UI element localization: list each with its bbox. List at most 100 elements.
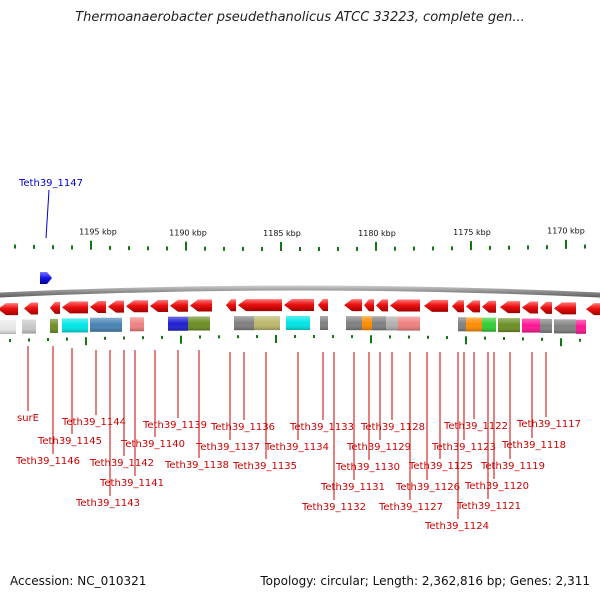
reverse-gene-arrow[interactable] [364, 299, 374, 312]
cog-box-shade [62, 318, 88, 333]
gene-callout[interactable]: Teth39_1125 [408, 352, 473, 472]
reverse-gene-arrow[interactable] [500, 301, 520, 314]
scale-label: 1180 kbp [358, 229, 396, 238]
gene-callout[interactable]: Teth39_1129 [346, 352, 411, 453]
tick-mark [470, 241, 472, 251]
reverse-gene-arrow[interactable] [90, 300, 106, 313]
reverse-gene-arrow[interactable] [284, 299, 314, 312]
tick-mark [503, 336, 505, 340]
gene-callout[interactable]: Teth39_1130 [335, 352, 400, 473]
cog-box-shade [554, 319, 576, 334]
gene-callout[interactable]: Teth39_1132 [301, 352, 366, 513]
gene-callout[interactable]: Teth39_1137 [195, 352, 260, 453]
reverse-gene-arrow[interactable] [522, 301, 538, 314]
highlight-gene[interactable]: Teth39_1147 [18, 178, 83, 284]
gene-label: surE [17, 413, 39, 424]
reverse-gene-arrow[interactable] [452, 300, 464, 313]
tick-mark [465, 336, 467, 345]
reverse-gene-arrow[interactable] [554, 302, 576, 315]
gene-label: Teth39_1118 [501, 440, 566, 451]
tick-mark [565, 239, 567, 249]
reverse-gene-arrow[interactable] [126, 300, 148, 313]
reverse-gene-arrow[interactable] [424, 299, 448, 312]
gene-callout[interactable]: Teth39_1117 [516, 352, 581, 430]
gene-callout[interactable]: Teth39_1145 [37, 348, 102, 447]
gene-label: Teth39_1138 [164, 460, 229, 471]
tick-mark [432, 246, 434, 251]
gene-callout[interactable]: Teth39_1140 [120, 350, 185, 450]
scale-label: 1175 kbp [453, 228, 491, 237]
tick-ring-upper [14, 239, 586, 251]
reverse-gene-arrow[interactable] [170, 299, 188, 312]
gene-callout[interactable]: Teth39_1144 [61, 350, 126, 428]
gene-label: Teth39_1129 [346, 442, 411, 453]
gene-label: Teth39_1134 [264, 442, 329, 453]
gene-label: Teth39_1131 [320, 482, 385, 493]
gene-label: Teth39_1136 [210, 422, 275, 433]
gene-callout[interactable]: Teth39_1136 [210, 352, 275, 433]
reverse-gene-arrow[interactable] [390, 299, 420, 312]
cog-box-shade [254, 316, 280, 331]
reverse-gene-arrow[interactable] [586, 303, 600, 316]
gene-callout[interactable]: Teth39_1120 [464, 352, 529, 492]
reverse-gene-arrow[interactable] [540, 301, 552, 314]
reverse-gene-arrow[interactable] [150, 299, 168, 312]
tick-mark [408, 335, 410, 339]
gene-callout[interactable]: Teth39_1124 [424, 352, 489, 532]
reverse-gene-arrow[interactable] [50, 301, 60, 314]
forward-gene-arrow[interactable] [40, 272, 52, 284]
tick-mark [199, 335, 201, 339]
gene-label: Teth39_1126 [395, 482, 460, 493]
gene-callout[interactable]: Teth39_1119 [480, 352, 545, 472]
gene-label: Teth39_1124 [424, 521, 489, 532]
gene-callout[interactable]: Teth39_1128 [360, 352, 425, 433]
reverse-gene-arrow[interactable] [108, 300, 124, 313]
gene-callout[interactable]: Teth39_1133 [289, 352, 354, 433]
reverse-gene-arrow[interactable] [0, 303, 18, 316]
gene-callout[interactable]: Teth39_1121 [456, 352, 521, 512]
reverse-gene-arrow[interactable] [24, 302, 38, 315]
tick-mark [332, 335, 334, 339]
gene-callout[interactable]: Teth39_1123 [431, 352, 496, 453]
reverse-gene-arrow[interactable] [482, 300, 496, 313]
gene-label: Teth39_1132 [301, 502, 366, 513]
scale-labels: 1195 kbp 1190 kbp 1185 kbp 1180 kbp 1175 kbp… [79, 226, 585, 238]
cog-box-shade [522, 318, 540, 333]
reverse-gene-arrow[interactable] [318, 299, 328, 312]
gene-label: Teth39_1127 [378, 502, 443, 513]
gene-callout[interactable]: Teth39_1134 [264, 352, 329, 453]
scale-label: 1170 kbp [547, 226, 585, 235]
gene-callout[interactable]: Teth39_1135 [232, 352, 297, 472]
gene-callout[interactable]: Teth39_1131 [320, 352, 385, 493]
reverse-gene-arrow[interactable] [376, 299, 388, 312]
gene-callout[interactable]: Teth39_1143 [75, 350, 140, 509]
reverse-gene-arrow[interactable] [226, 299, 236, 312]
gene-callout[interactable]: Teth39_1127 [378, 352, 443, 513]
gene-label: Teth39_1137 [195, 442, 260, 453]
tick-mark [142, 336, 144, 340]
gene-callout[interactable]: Teth39_1126 [395, 352, 460, 493]
gene-callout[interactable]: Teth39_1142 [89, 350, 154, 469]
tick-mark [375, 241, 377, 251]
reverse-gene-arrow[interactable] [344, 299, 362, 312]
cog-box-shade [0, 320, 16, 335]
gene-callout[interactable]: Teth39_1138 [164, 350, 229, 471]
tick-mark [508, 245, 510, 250]
tick-mark [85, 337, 87, 346]
gene-callout[interactable]: Teth39_1118 [501, 352, 566, 451]
tick-mark [351, 335, 353, 339]
backbone-arc [0, 285, 600, 298]
reverse-gene-arrow[interactable] [238, 299, 282, 312]
tick-mark [52, 245, 54, 250]
tick-mark [337, 246, 339, 251]
gene-callout[interactable]: Teth39_1141 [99, 350, 164, 489]
gene-callout[interactable]: surE [17, 346, 39, 424]
reverse-gene-arrow[interactable] [62, 301, 88, 314]
tick-mark [180, 335, 182, 344]
gene-callout[interactable]: Teth39_1139 [142, 350, 207, 431]
tick-mark [560, 338, 562, 347]
gene-callout[interactable]: Teth39_1122 [443, 352, 508, 432]
gene-callout[interactable]: Teth39_1146 [15, 346, 80, 467]
reverse-gene-arrow[interactable] [190, 299, 212, 312]
reverse-gene-arrow[interactable] [466, 300, 480, 313]
